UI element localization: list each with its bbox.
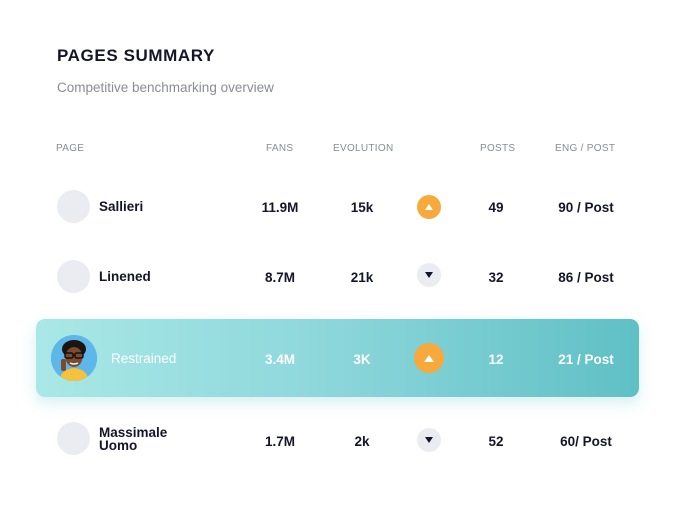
eng-post-value: 21 / Post: [558, 352, 614, 367]
evolution-value: 15k: [350, 200, 374, 215]
triangle-down-icon: [425, 272, 433, 278]
user-avatar-photo: [51, 335, 97, 381]
evolution-value: 21k: [350, 270, 374, 285]
triangle-down-icon: [425, 437, 433, 443]
fans-value: 8.7M: [264, 270, 295, 285]
avatar: [57, 190, 90, 223]
page-subtitle: Competitive benchmarking overview: [57, 80, 274, 95]
column-header-eng-post[interactable]: ENG / POST: [555, 143, 616, 154]
table-row[interactable]: Sallieri 11.9M 15k 49 90 / Post: [0, 167, 673, 247]
column-header-posts[interactable]: POSTS: [480, 143, 516, 154]
page-name-line1: Massimale: [99, 425, 168, 440]
page-name: Linened: [99, 269, 151, 284]
posts-value: 52: [488, 434, 504, 449]
eng-post-value: 86 / Post: [558, 270, 614, 285]
posts-value: 49: [488, 200, 504, 215]
page-title: PAGES SUMMARY: [57, 46, 215, 65]
fans-value: 3.4M: [264, 352, 295, 367]
evolution-value: 3K: [353, 352, 371, 367]
page-name: Sallieri: [99, 199, 144, 214]
trend-down-badge: [417, 263, 441, 287]
avatar: [57, 422, 90, 455]
evolution-value: 2k: [354, 434, 370, 449]
table-row[interactable]: Massimale Uomo 1.7M 2k 52 60/ Post: [0, 400, 673, 480]
posts-value: 12: [488, 352, 504, 367]
column-header-fans[interactable]: FANS: [266, 143, 294, 154]
avatar: [57, 260, 90, 293]
eng-post-value: 90 / Post: [558, 200, 614, 215]
trend-up-badge: [417, 195, 441, 219]
highlighted-row-background: [36, 319, 639, 397]
page-name: Restrained: [111, 351, 177, 366]
triangle-up-icon: [424, 354, 434, 362]
triangle-up-icon: [425, 204, 433, 210]
column-header-page[interactable]: PAGE: [56, 143, 85, 154]
fans-value: 11.9M: [261, 200, 299, 215]
fans-value: 1.7M: [264, 434, 295, 449]
table-row-highlighted[interactable]: Restrained 3.4M 3K 12 21 / Post: [0, 318, 673, 398]
trend-up-badge: [414, 343, 444, 373]
page-name-line2: Uomo: [99, 438, 138, 453]
posts-value: 32: [488, 270, 504, 285]
table-row[interactable]: Linened 8.7M 21k 32 86 / Post: [0, 237, 673, 317]
person-avatar-icon: [51, 335, 97, 381]
trend-down-badge: [417, 428, 441, 452]
eng-post-value: 60/ Post: [560, 434, 612, 449]
column-header-evolution[interactable]: EVOLUTION: [333, 143, 394, 154]
